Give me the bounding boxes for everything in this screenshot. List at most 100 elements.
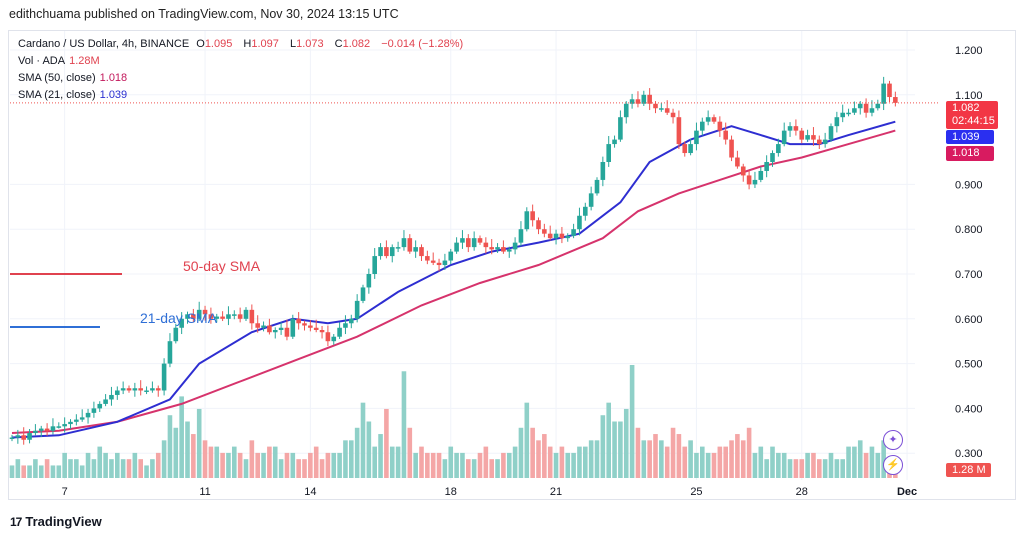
volume-bar [384, 408, 389, 478]
lightning-icon[interactable]: ⚡ [883, 455, 903, 475]
volume-bar [144, 465, 149, 478]
volume-bar [547, 446, 553, 478]
candle-body [155, 388, 161, 391]
candle-body [237, 314, 243, 319]
volume-bar [723, 446, 728, 478]
volume-bar [653, 434, 658, 478]
volume-bar [746, 427, 752, 478]
candle-body [413, 247, 418, 252]
candle-body [395, 247, 401, 249]
volume-bar [875, 452, 881, 478]
candle-body [79, 417, 85, 420]
candle-body [302, 323, 307, 326]
y-tick-label: 0.900 [955, 179, 983, 191]
volume-bar [729, 440, 734, 478]
volume-bar [600, 415, 606, 478]
volume-bar [395, 446, 401, 478]
candle-body [407, 238, 413, 252]
candle-body [641, 94, 647, 104]
candle-body [629, 99, 635, 104]
candle-body [723, 130, 728, 140]
volume-bar [793, 459, 799, 478]
candle-body [776, 144, 781, 154]
candle-body [477, 238, 483, 243]
volume-bar [477, 452, 483, 478]
candle-body [793, 126, 799, 131]
volume-bar [553, 452, 559, 478]
open-value: 1.095 [204, 38, 233, 50]
volume-bar [79, 465, 85, 478]
volume-bar [787, 459, 793, 478]
sparkle-icon[interactable]: ✦ [883, 430, 903, 450]
volume-bar [272, 446, 278, 478]
candle-body [425, 256, 430, 261]
candle-body [881, 83, 886, 104]
candle-body [489, 247, 494, 250]
candle-body [588, 193, 594, 207]
candle-body [740, 166, 746, 176]
candle-body [208, 314, 214, 319]
candle-body [471, 238, 477, 248]
volume-bar [337, 452, 342, 478]
volume-bar [50, 465, 56, 478]
candle-body [284, 327, 290, 337]
volume-bar [559, 446, 565, 478]
volume-bar [518, 427, 524, 478]
volume-bar [483, 446, 489, 478]
volume-bar [319, 459, 325, 478]
volume-bar [97, 446, 103, 478]
volume-bar [62, 452, 67, 478]
volume-bar [740, 440, 746, 478]
volume-bar [454, 452, 459, 478]
candle-body [483, 242, 489, 248]
tradingview-logo[interactable]: 17 TradingView [10, 514, 102, 529]
candle-body [524, 211, 530, 230]
candle-body [682, 144, 688, 154]
volume-bar [542, 434, 547, 478]
volume-bar [770, 446, 775, 478]
candle-body [454, 242, 459, 252]
volume-bar [407, 427, 413, 478]
volume-bar [68, 459, 73, 478]
volume-bar [460, 452, 465, 478]
volume-bar [349, 440, 354, 478]
volume-bar [466, 459, 471, 478]
y-tick-label: 0.500 [955, 359, 983, 371]
candle-body [56, 426, 62, 428]
volume-bar [56, 465, 62, 478]
volume-bar [278, 459, 284, 478]
candle-body [290, 318, 296, 337]
y-tick-label: 0.400 [955, 403, 983, 415]
volume-bar [226, 452, 231, 478]
candle-body [466, 238, 471, 248]
y-tick-label: 1.100 [955, 90, 983, 102]
volume-bar [442, 459, 448, 478]
volume-bar [506, 452, 512, 478]
candle-body [115, 390, 120, 395]
candle-body [15, 435, 21, 438]
candle-body [360, 287, 366, 301]
candle-body [577, 215, 582, 230]
volume-bar [208, 446, 214, 478]
candle-body [354, 300, 360, 319]
volume-bar [606, 402, 611, 478]
candle-body [202, 309, 208, 315]
volume-bar [571, 452, 576, 478]
candle-body [308, 325, 313, 328]
volume-bar [805, 452, 810, 478]
symbol-title[interactable]: Cardano / US Dollar, 4h, BINANCE [18, 38, 190, 50]
candle-body [296, 318, 301, 324]
candle-body [436, 262, 442, 266]
candle-body [191, 314, 196, 319]
volume-bar [489, 459, 494, 478]
candle-body [758, 170, 764, 180]
publisher-line: edithchuama published on TradingView.com… [9, 7, 399, 21]
candle-body [518, 229, 524, 243]
volume-bar [623, 408, 629, 478]
volume-bar [776, 452, 781, 478]
candle-body [249, 309, 255, 324]
y-tick-label: 0.700 [955, 269, 983, 281]
candle-body [62, 424, 67, 427]
candle-body [583, 206, 588, 216]
